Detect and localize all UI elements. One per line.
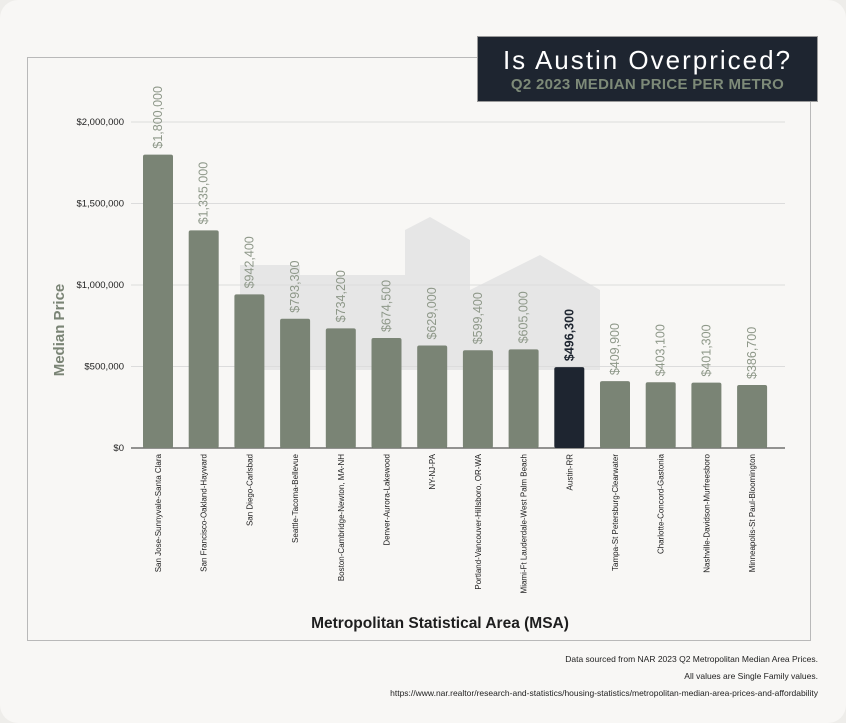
x-tick-label: Tampa-St Petersburg-Clearwater [611, 454, 620, 571]
bar [691, 382, 722, 448]
x-tick-label: Minneapolis-St Paul-Bloomington [748, 454, 757, 572]
data-label: $629,000 [425, 287, 439, 339]
bar [371, 338, 402, 448]
data-label: $409,900 [608, 323, 622, 375]
data-label: $1,800,000 [151, 86, 165, 149]
x-tick-label: NY-NJ-PA [428, 453, 437, 489]
y-tick-label: $1,500,000 [76, 199, 124, 210]
bar [143, 154, 173, 448]
data-label: $401,300 [699, 324, 713, 376]
bar [234, 294, 265, 448]
bar [188, 230, 219, 448]
bar [645, 382, 676, 448]
x-axis-label: Metropolitan Statistical Area (MSA) [311, 615, 569, 632]
x-tick-label: San Diego-Carlsbad [245, 454, 254, 526]
chart-subtitle: Q2 2023 MEDIAN PRICE PER METRO [510, 76, 785, 93]
data-label: $942,400 [242, 236, 256, 288]
title-box: Is Austin Overpriced? Q2 2023 MEDIAN PRI… [477, 36, 818, 102]
data-label: $386,700 [745, 327, 759, 379]
x-tick-label: Charlotte-Concord-Gastonia [657, 453, 666, 554]
x-tick-label: Denver-Aurora-Lakewood [383, 454, 392, 546]
footer-note: All values are Single Family values. [684, 671, 818, 681]
footer-source: Data sourced from NAR 2023 Q2 Metropolit… [565, 654, 818, 664]
y-tick-label: $1,000,000 [76, 280, 124, 291]
x-tick-label: Austin-RR [565, 454, 574, 491]
data-label: $599,400 [471, 292, 485, 344]
bar [600, 381, 630, 448]
y-tick-label: $2,000,000 [76, 117, 124, 128]
x-tick-label: Miami-Ft Lauderdale-West Palm Beach [520, 454, 529, 593]
data-label: $793,300 [288, 261, 302, 313]
bar [462, 350, 493, 448]
y-tick-label: $500,000 [84, 362, 124, 373]
x-tick-label: Seattle-Tacoma-Bellevue [291, 453, 300, 542]
data-label: $734,200 [334, 270, 348, 322]
bar [737, 384, 768, 448]
bar [325, 328, 356, 448]
chart-title: Is Austin Overpriced? [502, 45, 793, 75]
bar [417, 345, 448, 448]
chart-frame [27, 57, 811, 641]
x-tick-label: San Francisco-Oakland-Hayward [200, 454, 209, 572]
y-tick-label: $0 [113, 443, 124, 454]
bar [508, 349, 539, 448]
data-label: $1,335,000 [197, 162, 211, 225]
footer-url[interactable]: https://www.nar.realtor/research-and-sta… [390, 688, 818, 698]
x-tick-label: San Jose-Sunnyvale-Santa Clara [154, 453, 163, 572]
data-label: $403,100 [654, 324, 668, 376]
x-tick-label: Portland-Vancouver-Hillsboro, OR-WA [474, 453, 483, 589]
x-tick-label: Nashville-Davidson-Murfreesboro [702, 453, 711, 572]
bar [280, 318, 311, 448]
data-label: $605,000 [517, 291, 531, 343]
data-label: $674,500 [380, 280, 394, 332]
y-axis-label: Median Price [51, 284, 68, 377]
data-label: $496,300 [562, 309, 576, 361]
x-tick-label: Boston-Cambridge-Newton, MA-NH [337, 454, 346, 581]
bar [554, 367, 585, 448]
